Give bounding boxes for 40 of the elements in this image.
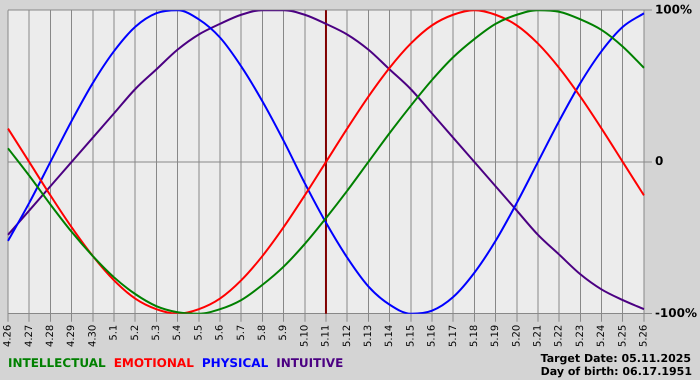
x-tick-label: 4.28 <box>44 324 56 347</box>
x-tick-label: 5.15 <box>405 324 416 347</box>
x-tick-label: 5.25 <box>617 324 628 347</box>
x-tick-label: 4.29 <box>66 324 78 347</box>
y-tick-label: 0 <box>654 154 664 168</box>
x-tick-label: 5.9 <box>278 324 290 341</box>
x-tick-label: 5.4 <box>172 324 184 341</box>
y-tick-label: 100% <box>654 2 692 16</box>
x-tick-label: 5.3 <box>150 324 162 341</box>
text: Target Date: 05.11.2025 <box>540 352 692 365</box>
x-tick-label: 5.5 <box>193 324 204 341</box>
text: EMOTIONAL <box>114 356 194 370</box>
x-tick-label: 5.26 <box>638 324 650 347</box>
x-tick-label: 5.17 <box>448 324 459 347</box>
x-tick-label: 5.11 <box>320 324 332 347</box>
x-tick-label: 5.12 <box>342 324 353 347</box>
x-tick-label: 4.26 <box>2 324 14 347</box>
x-tick-label: 5.13 <box>362 324 374 347</box>
x-tick-label: 4.27 <box>24 324 35 347</box>
x-tick-label: 5.10 <box>299 324 310 347</box>
x-tick-label: 4.30 <box>87 324 98 347</box>
x-tick-label: 5.23 <box>574 324 586 347</box>
x-tick-label: 5.18 <box>468 324 480 347</box>
x-tick-label: 5.8 <box>256 324 268 341</box>
x-tick-label: 5.7 <box>236 324 247 341</box>
y-tick-label: -100% <box>654 306 698 320</box>
text: INTELLECTUAL <box>8 356 106 370</box>
x-tick-label: 5.14 <box>384 324 396 347</box>
x-tick-label: 5.16 <box>426 324 438 347</box>
x-tick-label: 5.2 <box>130 324 141 341</box>
x-tick-label: 5.19 <box>490 324 502 347</box>
text: Day of birth: 06.17.1951 <box>540 365 692 378</box>
x-tick-label: 5.1 <box>108 324 120 341</box>
x-tick-label: 5.20 <box>511 324 522 347</box>
text: PHYSICAL <box>202 356 268 370</box>
x-tick-label: 5.24 <box>596 324 608 347</box>
x-tick-label: 5.6 <box>214 324 226 341</box>
x-tick-label: 5.21 <box>532 324 544 347</box>
x-tick-label: 5.22 <box>554 324 565 347</box>
text: INTUITIVE <box>276 356 344 370</box>
